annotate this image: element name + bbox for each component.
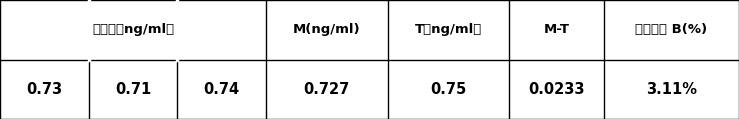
Text: 0.0233: 0.0233 bbox=[528, 82, 585, 97]
Text: 3.11%: 3.11% bbox=[646, 82, 697, 97]
Text: 0.71: 0.71 bbox=[115, 82, 151, 97]
Text: 0.73: 0.73 bbox=[27, 82, 62, 97]
Text: 0.75: 0.75 bbox=[430, 82, 466, 97]
Text: M-T: M-T bbox=[543, 23, 569, 36]
Text: 相对偏差 B(%): 相对偏差 B(%) bbox=[636, 23, 707, 36]
Text: M(ng/ml): M(ng/ml) bbox=[293, 23, 361, 36]
Text: 0.74: 0.74 bbox=[204, 82, 239, 97]
Text: 0.727: 0.727 bbox=[304, 82, 350, 97]
Text: 测定値（ng/ml）: 测定値（ng/ml） bbox=[92, 23, 174, 36]
Text: T（ng/ml）: T（ng/ml） bbox=[415, 23, 482, 36]
